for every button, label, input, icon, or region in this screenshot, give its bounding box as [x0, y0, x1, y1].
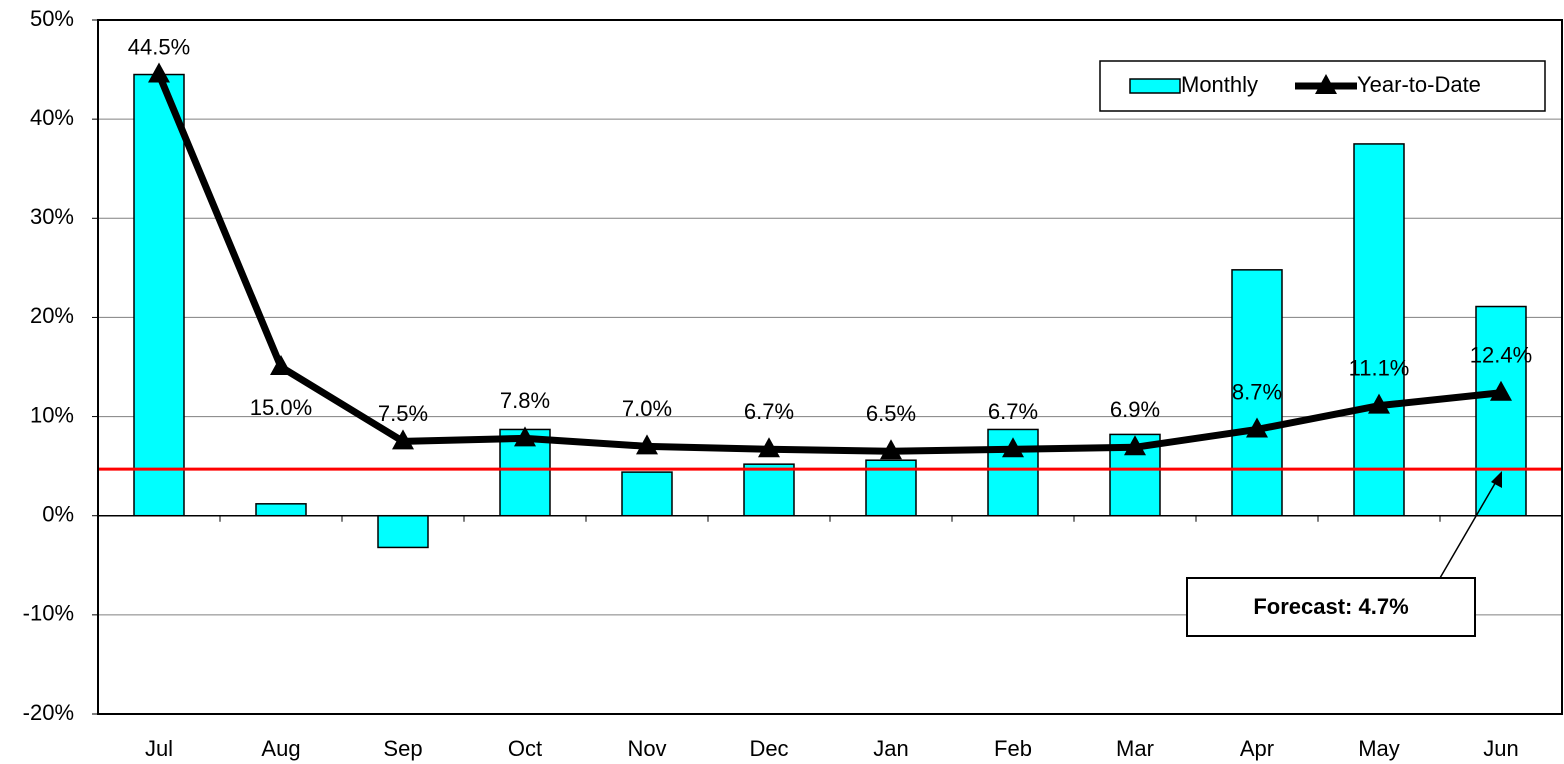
x-tick-label: Sep: [383, 736, 422, 761]
data-label: 7.5%: [378, 401, 428, 426]
line: [155, 73, 1502, 455]
x-tick-label: Feb: [994, 736, 1032, 761]
data-label: 15.0%: [250, 395, 312, 420]
y-tick-label: -10%: [23, 601, 74, 626]
marker: [148, 62, 170, 83]
data-label: 6.7%: [988, 399, 1038, 424]
data-label: 6.7%: [744, 399, 794, 424]
x-tick-label: May: [1358, 736, 1400, 761]
y-tick-label: 0%: [42, 502, 74, 527]
x-tick-label: Aug: [261, 736, 300, 761]
y-tick-label: 40%: [30, 105, 74, 130]
x-tick-label: Nov: [627, 736, 666, 761]
marker: [880, 439, 902, 460]
marker: [392, 429, 414, 450]
legend-marker: [1315, 74, 1337, 94]
y-tick-label: -20%: [23, 700, 74, 725]
x-tick-label: Mar: [1116, 736, 1154, 761]
legend-label: Year-to-Date: [1357, 72, 1481, 97]
legend-label: Monthly: [1181, 72, 1258, 97]
data-label: 7.0%: [622, 396, 672, 421]
marker: [1490, 380, 1512, 401]
data-label: 6.9%: [1110, 397, 1160, 422]
y-tick-label: 50%: [30, 6, 74, 31]
marker: [514, 426, 536, 447]
y-tick-label: 20%: [30, 303, 74, 328]
bar: [743, 463, 795, 517]
marker: [636, 434, 658, 455]
x-tick-label: Oct: [508, 736, 542, 761]
marker: [1002, 437, 1024, 458]
annotation-text: Forecast: 4.7%: [1253, 594, 1408, 619]
legend-swatch: [1129, 78, 1181, 94]
bar: [133, 73, 185, 517]
plot-border: [97, 19, 1563, 715]
annotation-arrow: [1439, 479, 1498, 579]
data-label: 8.7%: [1232, 379, 1282, 404]
x-tick-label: Jan: [873, 736, 908, 761]
x-tick-label: Jun: [1483, 736, 1518, 761]
bar: [1353, 143, 1405, 517]
x-tick-label: Dec: [749, 736, 788, 761]
y-tick-label: 30%: [30, 204, 74, 229]
annotation-arrowhead: [1491, 471, 1502, 488]
marker: [1246, 417, 1268, 438]
bar: [1231, 269, 1283, 517]
x-tick-label: Apr: [1240, 736, 1274, 761]
data-label: 7.8%: [500, 388, 550, 413]
bar: [255, 503, 307, 517]
data-label: 11.1%: [1349, 355, 1410, 380]
data-label: 6.5%: [866, 401, 916, 426]
bar: [377, 514, 429, 549]
marker: [758, 437, 780, 458]
x-tick-label: Jul: [145, 736, 173, 761]
annotation-box: [1186, 577, 1476, 637]
data-label: 12.4%: [1470, 343, 1532, 368]
y-tick-label: 10%: [30, 402, 74, 427]
marker: [1368, 393, 1390, 414]
marker: [270, 355, 292, 375]
bar: [621, 471, 673, 517]
data-label: 44.5%: [128, 34, 190, 59]
marker: [1124, 435, 1146, 456]
